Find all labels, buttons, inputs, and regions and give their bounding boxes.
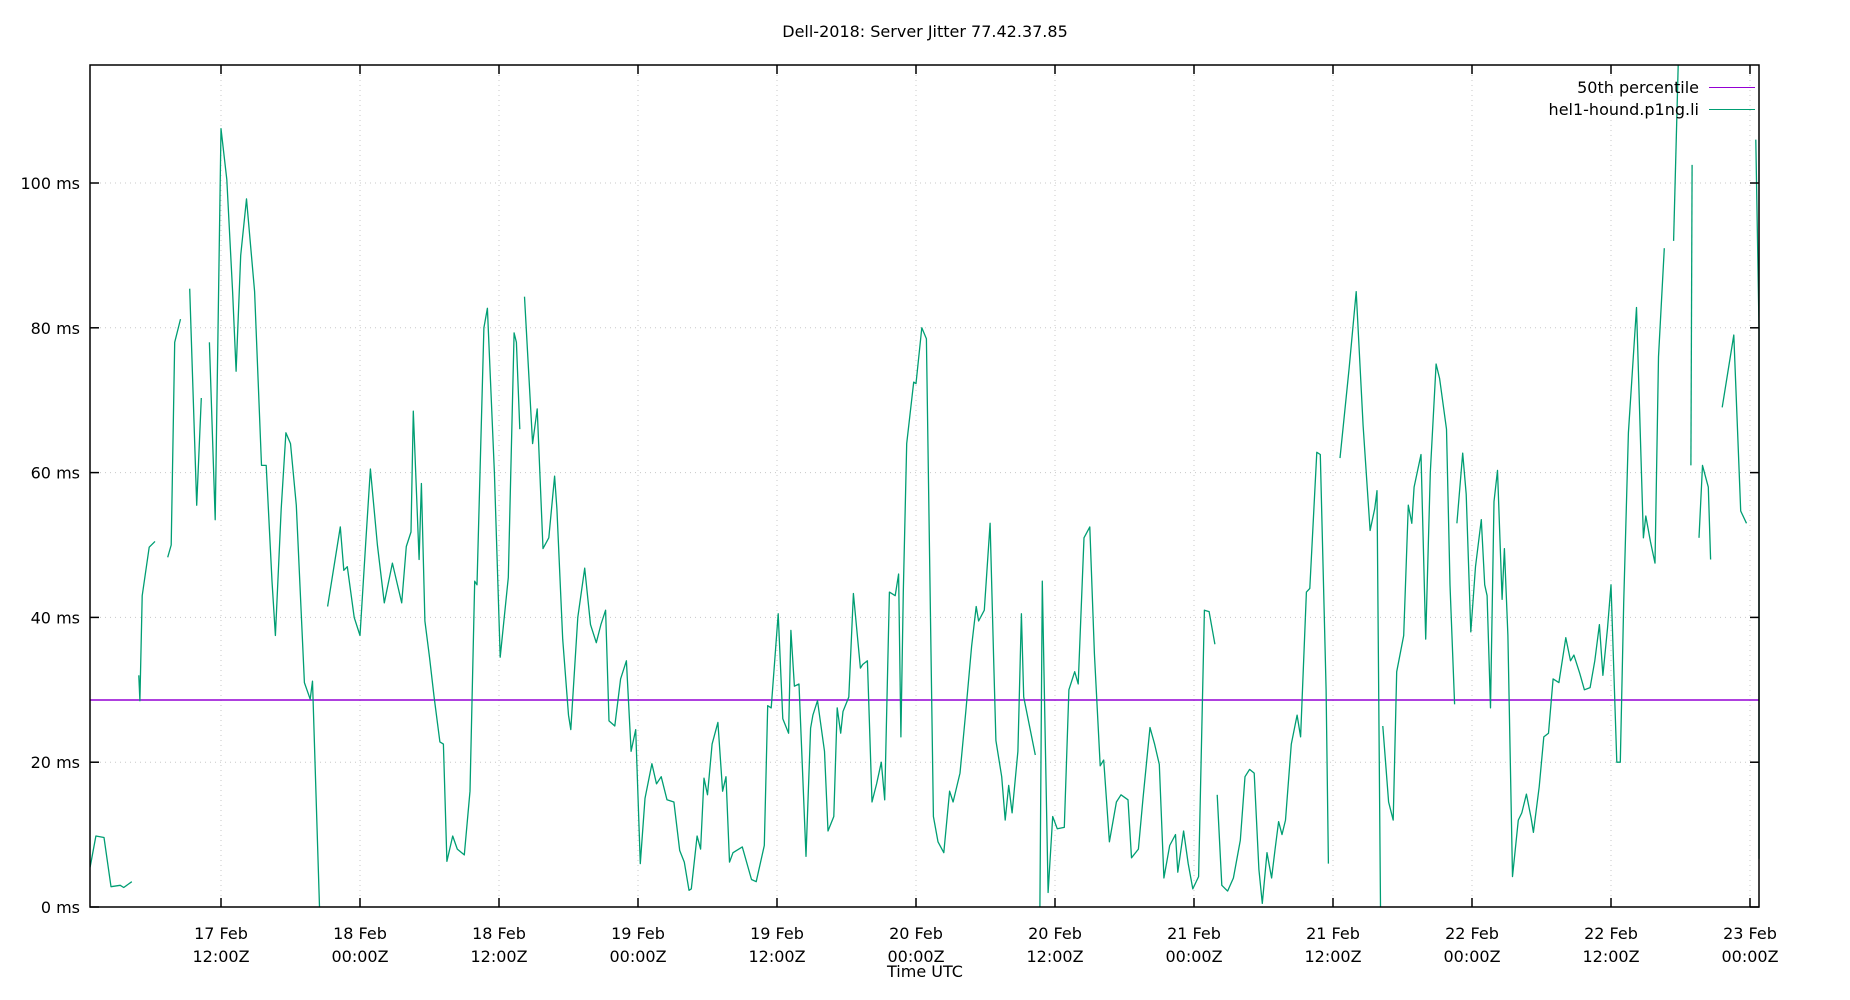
- x-tick-label-time: 00:00Z: [331, 947, 388, 966]
- legend-label: hel1-hound.p1ng.li: [1548, 99, 1699, 119]
- legend-swatch-green: [1709, 108, 1755, 110]
- series-segment: [1339, 290, 1382, 908]
- y-tick-label: 0 ms: [41, 898, 80, 917]
- series-segment: [189, 288, 202, 506]
- x-tick-label-date: 22 Feb: [1584, 924, 1638, 943]
- series-segment: [1039, 526, 1216, 908]
- x-tick-label-date: 21 Feb: [1306, 924, 1360, 943]
- x-tick-label-time: 12:00Z: [470, 947, 527, 966]
- plot-frame: [89, 64, 1760, 908]
- y-tick-label: 40 ms: [31, 608, 80, 627]
- x-tick-label-time: 00:00Z: [1443, 947, 1500, 966]
- series-segment: [208, 128, 321, 908]
- series-segment: [138, 540, 156, 702]
- x-tick-label-time: 12:00Z: [1582, 947, 1639, 966]
- x-tick-label-time: 12:00Z: [1304, 947, 1361, 966]
- series-segment: [1672, 64, 1679, 241]
- x-tick-label-date: 22 Feb: [1445, 924, 1499, 943]
- x-tick-label-date: 20 Feb: [889, 924, 943, 943]
- series-segment: [89, 835, 133, 889]
- x-tick-label-time: 00:00Z: [609, 947, 666, 966]
- x-tick-label-time: 00:00Z: [1721, 947, 1778, 966]
- x-tick-label-date: 18 Feb: [472, 924, 526, 943]
- series-segment: [1382, 363, 1456, 821]
- x-tick-label-date: 21 Feb: [1167, 924, 1221, 943]
- y-tick-label: 100 ms: [20, 174, 80, 193]
- x-tick-label-date: 19 Feb: [611, 924, 665, 943]
- series-segment: [1721, 334, 1748, 524]
- series-segment: [326, 307, 521, 863]
- x-tick-label-time: 12:00Z: [748, 947, 805, 966]
- y-tick-label: 20 ms: [31, 753, 80, 772]
- series-segment: [1216, 451, 1330, 905]
- series-segment: [1698, 464, 1712, 560]
- grid-lines: [90, 65, 1759, 907]
- x-tick-label-time: 12:00Z: [192, 947, 249, 966]
- x-tick-label-date: 18 Feb: [333, 924, 387, 943]
- legend-item-series: hel1-hound.p1ng.li: [1549, 98, 1755, 120]
- jitter-series-line: [89, 64, 1760, 908]
- x-tick-label-time: 12:00Z: [1026, 947, 1083, 966]
- x-tick-label-date: 17 Feb: [194, 924, 248, 943]
- series-segment: [1456, 248, 1665, 878]
- x-axis-label: Time UTC: [887, 962, 963, 981]
- x-tick-label-date: 23 Feb: [1723, 924, 1777, 943]
- x-tick-label-date: 19 Feb: [750, 924, 804, 943]
- x-tick-label-date: 20 Feb: [1028, 924, 1082, 943]
- legend: 50th percentile hel1-hound.p1ng.li: [1549, 76, 1755, 120]
- y-tick-label: 80 ms: [31, 319, 80, 338]
- x-tick-label-time: 00:00Z: [1165, 947, 1222, 966]
- y-axis: 0 ms 20 ms 40 ms 60 ms 80 ms 100 ms: [20, 174, 1759, 917]
- x-tick-label-time: 00:00Z: [887, 947, 944, 966]
- series-segment: [167, 318, 182, 558]
- series-segment: [523, 296, 1036, 891]
- y-tick-label: 60 ms: [31, 464, 80, 483]
- x-axis: 17 Feb 12:00Z 18 Feb 00:00Z 18 Feb 12:00Z 19 F…: [192, 65, 1779, 966]
- chart-title: Dell-2018: Server Jitter 77.42.37.85: [782, 22, 1068, 41]
- legend-swatch-purple: [1709, 86, 1755, 88]
- series-segment: [1690, 164, 1693, 466]
- legend-item-median: 50th percentile: [1549, 76, 1755, 98]
- legend-label: 50th percentile: [1577, 77, 1699, 97]
